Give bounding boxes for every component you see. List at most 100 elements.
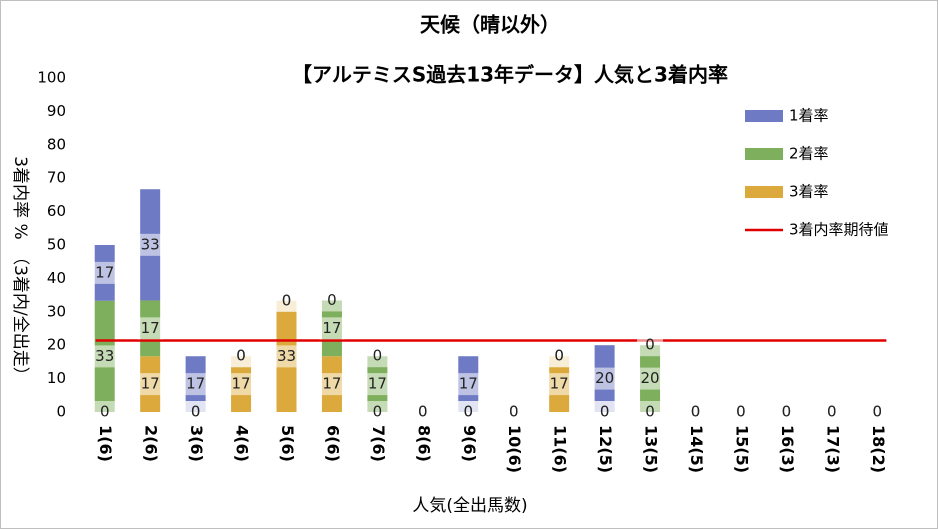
data-label: 0 [100, 403, 110, 421]
data-label-bg [773, 401, 800, 423]
data-label: 33 [95, 347, 114, 365]
y-tick-label: 50 [47, 236, 66, 254]
data-label: 20 [641, 369, 660, 387]
data-label-bg [455, 373, 482, 396]
x-tick-label: 17(3) [823, 425, 842, 473]
data-label-bg [818, 401, 845, 423]
data-label-bg [91, 401, 118, 423]
data-label-bg [273, 345, 300, 368]
x-tick-label: 5(6) [278, 425, 297, 462]
data-label: 0 [373, 403, 383, 421]
data-label: 0 [691, 403, 701, 421]
data-label-bg [364, 373, 391, 396]
data-label: 0 [645, 336, 655, 354]
data-label: 17 [95, 263, 114, 281]
data-label: 17 [368, 375, 387, 393]
data-label: 0 [873, 403, 883, 421]
data-label-bg [318, 289, 345, 312]
data-label: 0 [782, 403, 792, 421]
data-label-bg [182, 373, 209, 396]
data-label: 0 [600, 403, 610, 421]
data-label-bg [637, 401, 664, 423]
y-tick-label: 100 [37, 69, 66, 87]
y-tick-label: 90 [47, 102, 66, 120]
legend-swatch [745, 186, 783, 198]
data-label: 0 [327, 291, 337, 309]
data-label-bg [228, 373, 255, 396]
x-tick-label: 15(5) [732, 425, 751, 473]
y-axis-label: 3着内率 % （3着内/全出走） [10, 156, 30, 383]
y-tick-label: 70 [47, 169, 66, 187]
legend-label: 3着内率期待値 [789, 221, 889, 239]
y-tick-label: 80 [47, 135, 66, 153]
x-tick-label: 7(6) [369, 425, 388, 462]
data-label-bg [137, 233, 164, 256]
data-label-bg [318, 317, 345, 340]
legend-label: 3着率 [789, 183, 829, 201]
x-tick-label: 12(5) [596, 425, 615, 473]
data-label-bg [273, 289, 300, 312]
data-label-bg [91, 345, 118, 368]
data-label-bg [137, 373, 164, 396]
data-label: 0 [418, 403, 428, 421]
data-label: 33 [141, 235, 160, 253]
data-label: 0 [736, 403, 746, 421]
y-tick-label: 20 [47, 336, 66, 354]
data-label-bg [727, 401, 754, 423]
data-label-bg [546, 373, 573, 396]
x-tick-label: 18(2) [869, 425, 888, 473]
x-tick-label: 9(6) [460, 425, 479, 462]
data-label-bg [182, 401, 209, 423]
data-label: 0 [373, 347, 383, 365]
data-label-bg [500, 401, 527, 423]
data-label-bg [91, 261, 118, 284]
data-label-bg [864, 401, 891, 423]
data-label: 17 [322, 375, 341, 393]
data-label: 0 [236, 347, 246, 365]
data-label-bg [546, 345, 573, 368]
x-tick-label: 13(5) [642, 425, 661, 473]
y-tick-label: 30 [47, 302, 66, 320]
data-label: 33 [277, 347, 296, 365]
x-tick-label: 2(6) [142, 425, 161, 462]
data-label-bg [318, 373, 345, 396]
data-label-bg [682, 401, 709, 423]
data-label-bg [637, 334, 664, 357]
data-label-bg [591, 367, 618, 390]
data-label-bg [409, 401, 436, 423]
legend-swatch [745, 148, 783, 160]
x-tick-label: 1(6) [96, 425, 115, 462]
x-axis-label: 人気(全出馬数) [412, 496, 527, 516]
data-label: 17 [322, 319, 341, 337]
x-tick-label: 10(6) [505, 425, 524, 473]
data-label-bg [137, 317, 164, 340]
data-label: 0 [191, 403, 201, 421]
data-label: 17 [186, 375, 205, 393]
legend-swatch [745, 110, 783, 122]
data-label: 0 [645, 403, 655, 421]
legend-label: 2着率 [789, 145, 829, 163]
data-label-bg [364, 401, 391, 423]
data-label: 20 [595, 369, 614, 387]
data-label: 0 [554, 347, 564, 365]
y-tick-label: 0 [56, 403, 66, 421]
data-label: 17 [550, 375, 569, 393]
x-tick-label: 16(3) [778, 425, 797, 473]
y-tick-label: 60 [47, 202, 66, 220]
data-label: 17 [232, 375, 251, 393]
chart-title: 天候（晴以外） [420, 13, 560, 37]
chart-subtitle: 【アルテミスS過去13年データ】人気と3着内率 [292, 63, 728, 87]
data-label: 0 [464, 403, 474, 421]
data-label-bg [591, 401, 618, 423]
data-label-bg [364, 345, 391, 368]
x-tick-label: 8(6) [414, 425, 433, 462]
data-label: 0 [282, 291, 292, 309]
x-tick-label: 3(6) [187, 425, 206, 462]
x-tick-label: 14(5) [687, 425, 706, 473]
y-tick-label: 10 [47, 369, 66, 387]
data-label: 0 [827, 403, 837, 421]
data-label-bg [637, 367, 664, 390]
data-label-bg [228, 345, 255, 368]
data-label: 0 [509, 403, 519, 421]
data-label-bg [455, 401, 482, 423]
